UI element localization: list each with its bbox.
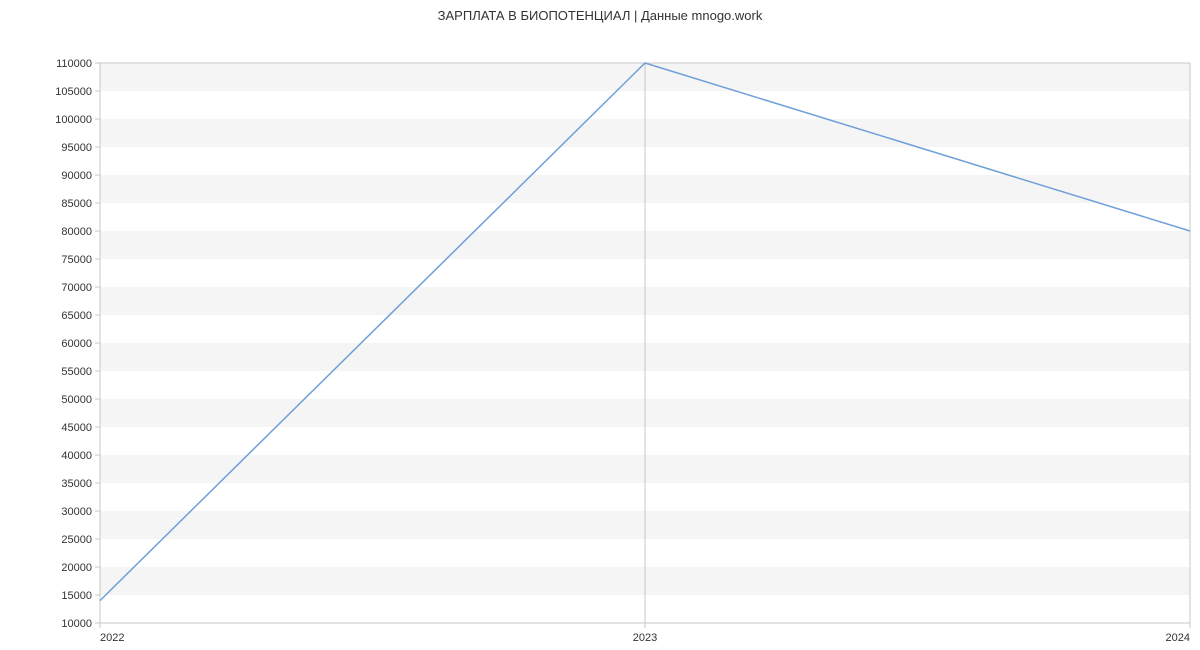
y-tick-label: 105000 <box>55 86 92 98</box>
y-tick-label: 20000 <box>61 562 92 574</box>
y-tick-label: 50000 <box>61 394 92 406</box>
y-tick-label: 55000 <box>61 366 92 378</box>
y-tick-label: 85000 <box>61 198 92 210</box>
y-tick-label: 30000 <box>61 506 92 518</box>
line-chart: 10000 15000 20000 25000 30000 35000 40000 45000… <box>0 23 1200 650</box>
y-tick-label: 90000 <box>61 170 92 182</box>
y-tick-label: 75000 <box>61 254 92 266</box>
y-tick-label: 110000 <box>56 58 92 70</box>
y-tick-label: 25000 <box>61 534 92 546</box>
y-tick-label: 100000 <box>55 114 92 126</box>
y-tick-label: 65000 <box>61 310 92 322</box>
x-tick-label: 2022 <box>100 632 124 644</box>
y-tick-label: 60000 <box>61 338 92 350</box>
y-tick-label: 15000 <box>61 590 92 602</box>
x-tick-label: 2023 <box>633 632 657 644</box>
y-tick-label: 70000 <box>61 282 92 294</box>
y-tick-label: 45000 <box>61 422 92 434</box>
y-tick-label: 95000 <box>61 142 92 154</box>
y-tick-label: 35000 <box>61 478 92 490</box>
y-tick-label: 10000 <box>61 618 92 630</box>
x-tick-label: 2024 <box>1166 632 1190 644</box>
chart-container: ЗАРПЛАТА В БИОПОТЕНЦИАЛ | Данные mnogo.w… <box>0 0 1200 650</box>
chart-title: ЗАРПЛАТА В БИОПОТЕНЦИАЛ | Данные mnogo.w… <box>0 0 1200 23</box>
y-tick-label: 80000 <box>61 226 92 238</box>
y-tick-label: 40000 <box>61 450 92 462</box>
